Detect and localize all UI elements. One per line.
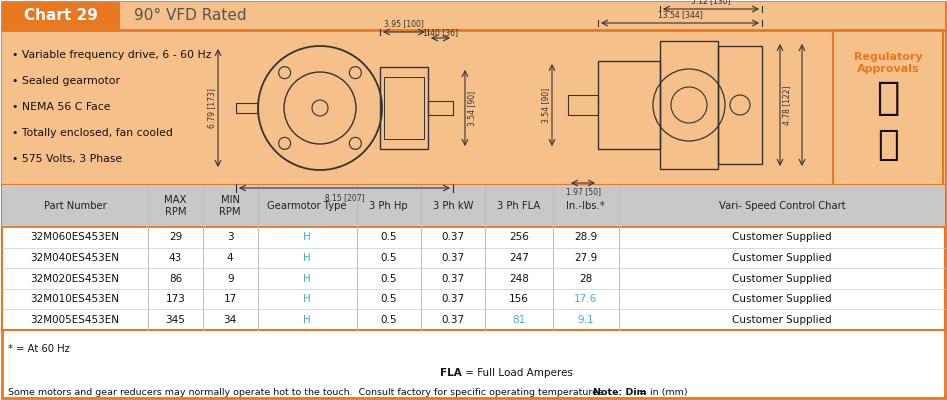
Text: 345: 345 [166,315,186,325]
Text: 0.5: 0.5 [381,253,397,263]
Text: • Variable frequency drive, 6 - 60 Hz: • Variable frequency drive, 6 - 60 Hz [12,50,211,60]
Text: H: H [303,232,311,242]
Text: 0.37: 0.37 [441,315,464,325]
Text: 34: 34 [223,315,237,325]
Text: • NEMA 56 C Face: • NEMA 56 C Face [12,102,111,112]
Text: Customer Supplied: Customer Supplied [732,315,831,325]
Text: H: H [303,294,311,304]
Text: = in (mm): = in (mm) [636,388,688,397]
Text: 0.5: 0.5 [381,315,397,325]
Text: Chart 29: Chart 29 [24,8,98,24]
Text: 13.54 [344]: 13.54 [344] [657,10,703,19]
Text: 32M040ES453EN: 32M040ES453EN [30,253,119,263]
Text: H: H [303,253,311,263]
Text: 32M060ES453EN: 32M060ES453EN [30,232,119,242]
Text: 4: 4 [227,253,234,263]
Text: 4.78 [122]: 4.78 [122] [782,85,791,125]
Text: In.-lbs.*: In.-lbs.* [566,201,605,211]
Bar [380,67,428,149]
Bar [718,46,762,164]
Text: 1.97 [50]: 1.97 [50] [565,187,600,196]
Text: 0.37: 0.37 [441,274,464,284]
Text: 1.40 [36]: 1.40 [36] [423,28,458,37]
Text: 43: 43 [169,253,182,263]
Bar [833,30,943,186]
Text: 0.37: 0.37 [441,253,464,263]
Text: Customer Supplied: Customer Supplied [732,232,831,242]
Text: Customer Supplied: Customer Supplied [732,294,831,304]
Text: FLA: FLA [439,368,461,378]
Bar [2,2,120,30]
Bar [598,61,660,149]
Bar [2,30,945,185]
Text: Gearmotor Type: Gearmotor Type [267,201,347,211]
Text: 3 Ph FLA: 3 Ph FLA [497,201,541,211]
Text: 9: 9 [227,274,234,284]
Text: 17.6: 17.6 [574,294,598,304]
Text: 3 Ph Hp: 3 Ph Hp [369,201,408,211]
Text: 90° VFD Rated: 90° VFD Rated [134,8,246,24]
Text: 173: 173 [166,294,186,304]
Text: • Totally enclosed, fan cooled: • Totally enclosed, fan cooled [12,128,173,138]
Text: 3.54 [90]: 3.54 [90] [541,88,550,122]
Bar [660,41,718,169]
Text: 248: 248 [509,274,528,284]
Text: 86: 86 [169,274,182,284]
Text: • 575 Volts, 3 Phase: • 575 Volts, 3 Phase [12,154,122,164]
Text: 0.5: 0.5 [381,274,397,284]
Text: Ⓒ: Ⓒ [877,128,899,162]
Text: 32M020ES453EN: 32M020ES453EN [30,274,119,284]
Bar [384,77,424,139]
Text: * = At 60 Hz: * = At 60 Hz [8,344,70,354]
Text: MIN
RPM: MIN RPM [220,195,241,217]
Text: 0.5: 0.5 [381,232,397,242]
Text: 32M010ES453EN: 32M010ES453EN [30,294,119,304]
Text: 5.12 [130]: 5.12 [130] [691,0,731,5]
Text: 3 Ph kW: 3 Ph kW [433,201,473,211]
Text: 0.37: 0.37 [441,232,464,242]
Text: 256: 256 [509,232,528,242]
Text: 3.95 [100]: 3.95 [100] [384,19,424,28]
Text: Vari- Speed Control Chart: Vari- Speed Control Chart [719,201,845,211]
Text: 6.79 [173]: 6.79 [173] [207,88,216,128]
Bar [428,101,453,115]
Text: Note: Dim: Note: Dim [593,388,647,397]
Text: Regulatory
Approvals: Regulatory Approvals [853,52,922,74]
Text: 156: 156 [509,294,528,304]
Bar [120,2,945,30]
Text: 0.37: 0.37 [441,294,464,304]
Text: = Full Load Amperes: = Full Load Amperes [461,368,572,378]
Text: 17: 17 [223,294,237,304]
Text: 9.1: 9.1 [578,315,594,325]
Text: Customer Supplied: Customer Supplied [732,274,831,284]
Text: 247: 247 [509,253,528,263]
Bar [2,185,945,330]
Text: Ⓤ: Ⓤ [876,79,900,117]
Text: 28: 28 [580,274,592,284]
Bar [236,103,258,113]
Bar [568,95,598,115]
Text: Some motors and gear reducers may normally operate hot to the touch.  Consult fa: Some motors and gear reducers may normal… [8,388,612,397]
Text: 3: 3 [227,232,234,242]
Text: H: H [303,274,311,284]
Text: • Sealed gearmotor: • Sealed gearmotor [12,76,120,86]
Text: MAX
RPM: MAX RPM [165,195,187,217]
Text: 81: 81 [512,315,526,325]
Text: Customer Supplied: Customer Supplied [732,253,831,263]
Text: Part Number: Part Number [44,201,106,211]
Text: 8.15 [207]: 8.15 [207] [325,193,365,202]
Text: 27.9: 27.9 [574,253,598,263]
Bar [2,185,945,227]
Text: H: H [303,315,311,325]
Text: 29: 29 [169,232,182,242]
Text: 3.54 [90]: 3.54 [90] [467,90,476,126]
Text: 0.5: 0.5 [381,294,397,304]
Text: 32M005ES453EN: 32M005ES453EN [30,315,119,325]
Text: 28.9: 28.9 [574,232,598,242]
